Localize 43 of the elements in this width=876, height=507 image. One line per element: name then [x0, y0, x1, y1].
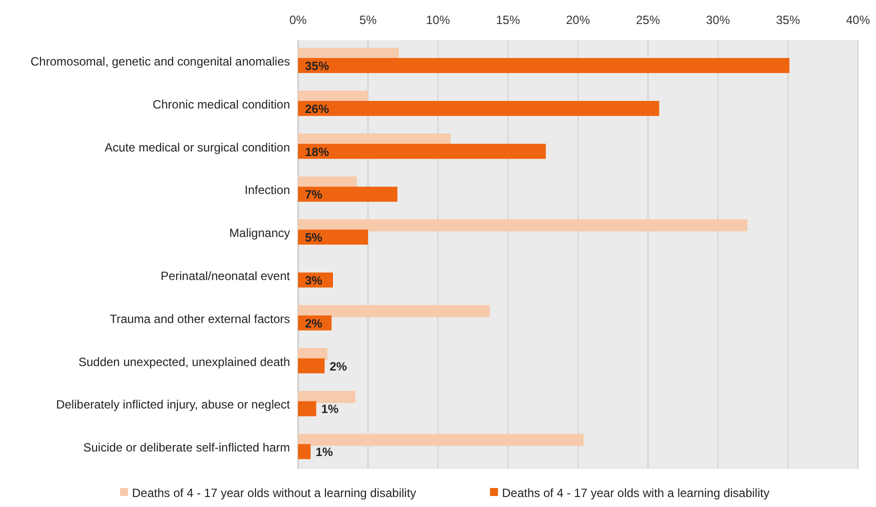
bar [298, 186, 398, 202]
y-tick-label: Perinatal/neonatal event [160, 268, 291, 283]
data-label: 1% [316, 445, 334, 460]
y-tick-label: Infection [244, 183, 290, 198]
y-tick-label: Deliberately inflicted injury, abuse or neglect [56, 398, 291, 412]
bar [298, 434, 584, 446]
data-label: 2% [305, 316, 323, 330]
data-label: 3% [305, 274, 323, 288]
y-tick-label: Suicide or deliberate self-inflicted harm [83, 440, 290, 455]
y-tick-label: Chronic medical condition [152, 97, 290, 112]
data-label: 5% [305, 230, 323, 245]
bar [298, 390, 356, 403]
x-tick-label: 15% [496, 13, 520, 27]
data-label: 2% [330, 359, 348, 374]
data-label: 1% [321, 402, 339, 416]
bar [298, 144, 546, 159]
x-tick-label: 35% [776, 13, 800, 27]
bar [298, 444, 311, 460]
x-tick-label: 30% [706, 13, 730, 27]
data-label: 26% [305, 102, 330, 116]
x-tick-label: 40% [846, 13, 870, 27]
x-tick-label: 25% [636, 13, 660, 27]
x-tick-label: 20% [566, 13, 590, 27]
bar [298, 100, 660, 116]
data-label: 18% [305, 144, 330, 159]
legend-label: Deaths of 4 - 17 year olds with a learning disability [502, 486, 770, 500]
bar [298, 305, 490, 318]
bar [298, 358, 325, 374]
y-tick-label: Trauma and other external factors [110, 312, 290, 326]
y-tick-label: Malignancy [229, 226, 290, 240]
y-tick-label: Sudden unexpected, unexplained death [78, 354, 290, 369]
y-tick-label: Chromosomal, genetic and congenital anomalies [30, 54, 290, 68]
y-tick-label: Acute medical or surgical condition [104, 140, 290, 154]
data-label: 35% [305, 59, 330, 74]
bar [298, 401, 316, 416]
legend-label: Deaths of 4 - 17 year olds without a learning disability [132, 486, 416, 500]
bar [298, 230, 368, 245]
bar [298, 219, 748, 232]
bar [298, 58, 790, 74]
x-tick-label: 5% [359, 13, 377, 27]
data-label: 7% [305, 188, 323, 202]
x-tick-label: 0% [289, 13, 307, 27]
x-tick-label: 10% [426, 13, 450, 27]
